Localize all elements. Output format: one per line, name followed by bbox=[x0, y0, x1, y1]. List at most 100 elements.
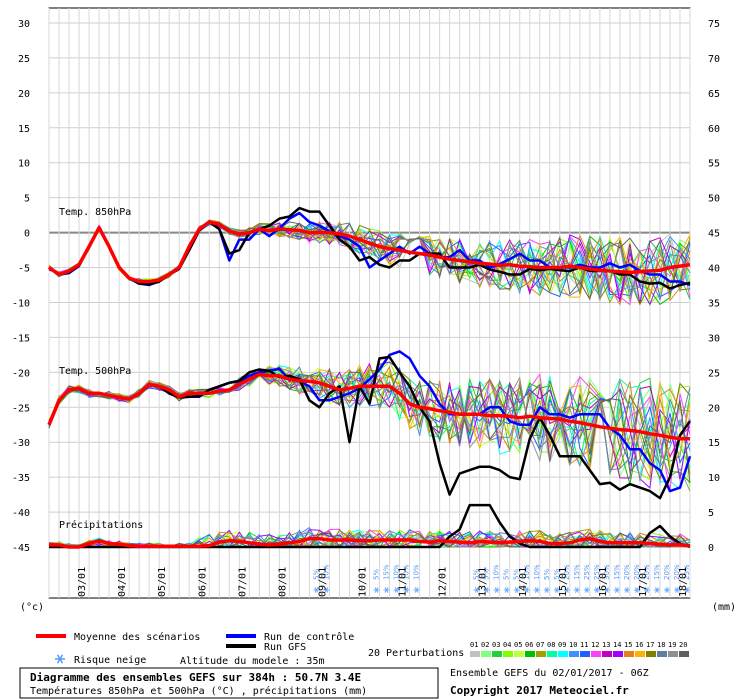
snow-risk-pct: 25% bbox=[593, 564, 601, 580]
left-tick-label: -45 bbox=[12, 543, 30, 554]
right-tick-label: 50 bbox=[708, 194, 720, 205]
snow-risk-pct: 30% bbox=[603, 564, 611, 580]
right-tick-label: 10 bbox=[708, 473, 720, 484]
perturbation-number: 09 bbox=[558, 641, 566, 649]
snow-risk-cell: 25% bbox=[593, 564, 601, 593]
perturbation-swatch bbox=[558, 651, 568, 657]
grid bbox=[48, 7, 691, 599]
snow-risk-pct: 20% bbox=[563, 564, 571, 580]
right-tick-label: 45 bbox=[708, 229, 720, 240]
left-tick-label: 20 bbox=[18, 89, 30, 100]
snow-risk-pct: 25% bbox=[583, 564, 591, 580]
perturbation-swatch bbox=[470, 651, 480, 657]
legend: Moyenne des scénarios Run de contrôle Ru… bbox=[36, 631, 689, 667]
perturbation-swatch bbox=[602, 651, 612, 657]
perturbation-number: 13 bbox=[602, 641, 610, 649]
perturbation-number: 05 bbox=[514, 641, 522, 649]
snow-risk-pct: 10% bbox=[413, 564, 421, 580]
perturbation-number: 18 bbox=[657, 641, 665, 649]
snow-risk-cell: 5% bbox=[373, 569, 381, 593]
legend-perturbations-label: 20 Perturbations bbox=[368, 648, 464, 659]
perturbation-swatch bbox=[503, 651, 513, 657]
date-tick-label: 06/01 bbox=[197, 567, 208, 597]
footer-title: Diagramme des ensembles GEFS sur 384h : … bbox=[30, 671, 361, 684]
perturbation-number: 07 bbox=[536, 641, 544, 649]
left-tick-label: 0 bbox=[24, 229, 30, 240]
mean-t500-line bbox=[47, 372, 690, 441]
snow-risk-pct: 5% bbox=[312, 569, 320, 580]
footer-subtitle: Températures 850hPa et 500hPa (°C) , pré… bbox=[30, 685, 367, 697]
snow-risk-pct: 5% bbox=[543, 569, 551, 580]
date-tick-label: 05/01 bbox=[157, 567, 168, 597]
snow-risk-cell: 5% bbox=[513, 569, 521, 593]
left-unit-label: (°c) bbox=[20, 602, 44, 613]
right-tick-label: 65 bbox=[708, 89, 720, 100]
snow-risk-pct: 5% bbox=[473, 569, 481, 580]
t500-section-label: Temp. 500hPa bbox=[59, 366, 131, 377]
left-tick-label: -35 bbox=[12, 473, 30, 484]
perturbation-19-t500 bbox=[48, 367, 691, 492]
date-tick-label: 16/01 bbox=[598, 567, 609, 597]
snow-risk-cell: 10% bbox=[393, 564, 401, 593]
date-tick-label: 15/01 bbox=[558, 567, 569, 597]
run-info: Ensemble GEFS du 02/01/2017 - 06Z bbox=[450, 668, 649, 679]
perturbation-swatch bbox=[646, 651, 656, 657]
date-tick-label: 04/01 bbox=[117, 567, 128, 597]
right-tick-label: 70 bbox=[708, 54, 720, 65]
perturbation-swatch bbox=[536, 651, 546, 657]
snow-risk-cell: 5% bbox=[473, 569, 481, 593]
legend-snow-label: Risque neige bbox=[74, 655, 146, 666]
snow-risk-cell: 20% bbox=[633, 564, 641, 593]
snow-risk-pct: 5% bbox=[373, 569, 381, 580]
left-tick-label: -25 bbox=[12, 403, 30, 414]
left-tick-label: -40 bbox=[12, 508, 30, 519]
snow-risk-cell: 10% bbox=[322, 564, 330, 593]
left-tick-label: 25 bbox=[18, 54, 30, 65]
snow-risk-pct: 15% bbox=[383, 564, 391, 580]
perturbation-swatch bbox=[492, 651, 502, 657]
perturbation-number: 11 bbox=[580, 641, 588, 649]
date-tick-label: 18/01 bbox=[678, 567, 689, 597]
right-unit-label: (mm) bbox=[712, 602, 736, 613]
snow-risk-pct: 20% bbox=[663, 564, 671, 580]
date-tick-label: 14/01 bbox=[518, 567, 529, 597]
perturbation-swatch bbox=[657, 651, 667, 657]
snow-risk-cell: 5% bbox=[312, 569, 320, 593]
snow-risk-pct: 20% bbox=[643, 564, 651, 580]
snow-risk-row: 5% 10% 5% 15% 10% 10% 10% 5% 5% 10% 5% 5% 10% 10% 5% 5%… bbox=[312, 564, 691, 593]
date-tick-label: 08/01 bbox=[277, 567, 288, 597]
left-tick-label: -30 bbox=[12, 438, 30, 449]
perturbation-swatch bbox=[624, 651, 634, 657]
snow-risk-pct: 10% bbox=[493, 564, 501, 580]
perturbation-number: 06 bbox=[525, 641, 533, 649]
snow-risk-pct: 5% bbox=[503, 569, 511, 580]
snow-risk-pct: 10% bbox=[322, 564, 330, 580]
perturbation-swatch bbox=[591, 651, 601, 657]
snow-risk-pct: 25% bbox=[683, 564, 691, 580]
right-tick-label: 60 bbox=[708, 124, 720, 135]
snow-risk-cell: 25% bbox=[583, 564, 591, 593]
snow-risk-cell: 30% bbox=[603, 564, 611, 593]
perturbation-number: 20 bbox=[679, 641, 687, 649]
right-tick-label: 35 bbox=[708, 298, 720, 309]
date-tick-label: 12/01 bbox=[438, 567, 449, 597]
date-tick-label: 17/01 bbox=[638, 567, 649, 597]
snow-risk-pct: 5% bbox=[553, 569, 561, 580]
date-tick-label: 13/01 bbox=[478, 567, 489, 597]
date-tick-label: 07/01 bbox=[237, 567, 248, 597]
snow-risk-pct: 5% bbox=[483, 569, 491, 580]
left-tick-label: -5 bbox=[18, 264, 30, 275]
mean-precip-line bbox=[49, 536, 691, 549]
t850-section-label: Temp. 850hPa bbox=[59, 207, 131, 218]
perturbation-number: 17 bbox=[646, 641, 654, 649]
perturbation-swatch bbox=[679, 651, 689, 657]
snow-risk-cell: 10% bbox=[533, 564, 541, 593]
left-tick-label: -10 bbox=[12, 298, 30, 309]
date-tick-label: 03/01 bbox=[77, 567, 88, 597]
snow-risk-pct: 10% bbox=[393, 564, 401, 580]
perturbation-swatch bbox=[569, 651, 579, 657]
perturbation-number: 16 bbox=[635, 641, 643, 649]
legend-gfs-label: Run GFS bbox=[264, 642, 306, 653]
precip-section-label: Précipitations bbox=[59, 519, 143, 531]
left-tick-label: -15 bbox=[12, 333, 30, 344]
